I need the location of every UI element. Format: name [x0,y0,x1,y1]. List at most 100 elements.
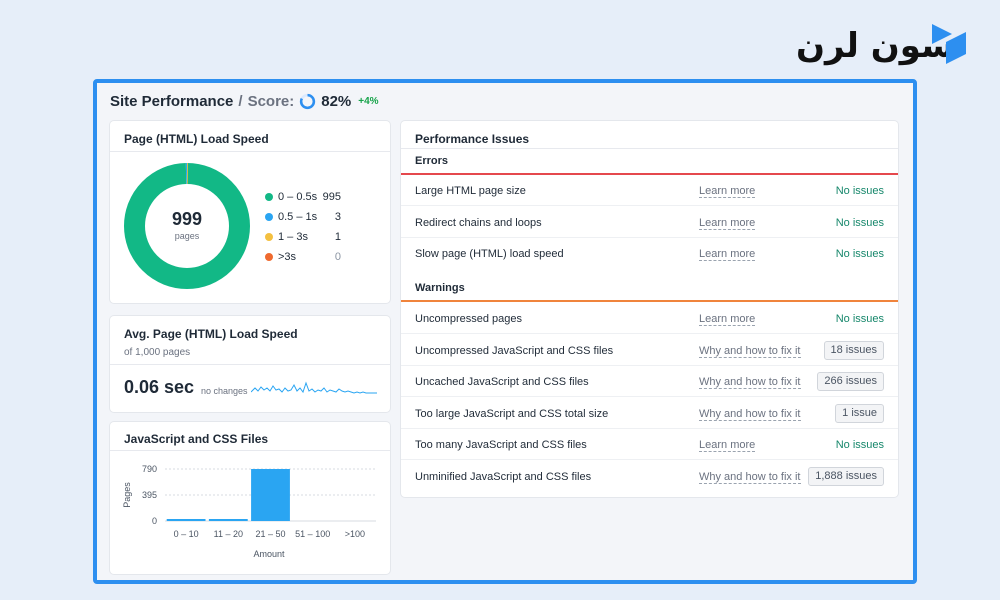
brand-logo: سون لرن [796,22,968,68]
x-tick-label: >100 [345,529,365,539]
learn-more-link[interactable]: Learn more [699,248,756,261]
how-to-fix-link[interactable]: Why and how to fix it [699,376,801,389]
performance-issues-card: Performance Issues Errors Large HTML pag… [401,121,898,497]
warnings-list: Uncompressed pages Learn more No issues Unc… [401,303,898,493]
total-pages-label: pages [174,231,200,241]
issues-count-badge[interactable]: 1 issue [835,403,884,423]
no-issues-status: No issues [835,313,884,325]
avg-load-speed-sparkline[interactable] [251,376,377,400]
donut-center: 999 pages [122,161,252,291]
how-to-fix-link[interactable]: Why and how to fix it [699,407,801,421]
issues-count-badge[interactable]: 266 issues [817,372,884,391]
load-speed-donut[interactable]: 999 pages [122,161,252,291]
legend-value: 0 [334,251,341,263]
legend-dot-icon [265,253,273,261]
legend-value: 1 [334,231,341,243]
issue-row: Uncompressed JavaScript and CSS files Why… [401,335,898,366]
y-tick-label: 395 [142,490,157,500]
score-value: 82% [321,93,352,110]
score-delta-badge: +4% [358,96,379,107]
legend-dot-icon [265,193,273,201]
title-separator: / [238,93,243,110]
donut-slice[interactable] [124,163,250,289]
legend-label: >3s [278,251,297,263]
issue-name: Uncompressed pages [415,313,523,325]
issue-row: Uncompressed pages Learn more No issues [401,303,898,334]
legend-item[interactable]: >3s 0 [265,247,341,267]
avg-load-speed-subtitle: of 1,000 pages [124,347,191,358]
y-axis-label: Pages [122,482,132,508]
issue-name: Uncached JavaScript and CSS files [415,376,589,388]
learn-more-link[interactable]: Learn more [699,185,756,198]
issue-name: Slow page (HTML) load speed [415,248,564,260]
legend-label: 0 – 0.5s [278,191,318,203]
no-issues-status: No issues [835,185,884,197]
issue-row: Redirect chains and loops Learn more No is… [401,207,898,238]
issues-count-badge[interactable]: 1,888 issues [808,466,884,486]
legend-item[interactable]: 0.5 – 1s 3 [265,207,341,227]
score-ring-icon [300,93,316,110]
page-title-text: Site Performance [110,93,234,110]
legend-value: 3 [334,211,341,223]
how-to-fix-link[interactable]: Why and how to fix it [699,470,801,484]
divider [110,364,390,365]
issue-name: Unminified JavaScript and CSS files [415,470,592,483]
legend-dot-icon [265,213,273,221]
bar[interactable] [251,469,290,521]
learn-more-link[interactable]: Learn more [699,216,756,230]
legend-label: 0.5 – 1s [278,211,318,223]
page-title: Site Performance / Score: 82% +4% [110,93,379,110]
total-pages-value: 999 [171,209,203,229]
issue-row: Uncached JavaScript and CSS files Why and… [401,366,898,397]
avg-load-speed-card: Avg. Page (HTML) Load Speed of 1,000 pag… [110,316,390,412]
warnings-divider [401,300,898,302]
learn-more-link[interactable]: Learn more [699,313,756,326]
divider [401,148,898,149]
legend-item[interactable]: 0 – 0.5s 995 [265,187,341,207]
load-speed-title: Page (HTML) Load Speed [124,132,269,146]
legend-value: 995 [322,191,341,203]
no-issues-status: No issues [835,248,884,260]
legend-label: 1 – 3s [278,231,308,243]
warnings-heading: Warnings [415,282,465,294]
avg-load-speed-value: 0.06 sec [124,377,195,397]
learn-more-link[interactable]: Learn more [699,439,756,452]
performance-issues-title: Performance Issues [415,132,530,146]
dashboard-frame: Site Performance / Score: 82% +4% Page (… [93,79,917,584]
x-axis-label: Amount [253,549,285,559]
issue-row: Too many JavaScript and CSS files Learn m… [401,429,898,460]
load-speed-card: Page (HTML) Load Speed 999 pages 0 – 0.5… [110,121,390,303]
score-label: Score: [247,93,295,110]
issue-row: Slow page (HTML) load speed Learn more No … [401,238,898,269]
how-to-fix-link[interactable]: Why and how to fix it [699,344,801,358]
js-css-files-title: JavaScript and CSS Files [124,432,269,446]
js-css-files-card: JavaScript and CSS Files 0 395 790 0 – 10 11… [110,422,390,574]
issues-count-badge[interactable]: 18 issues [823,340,884,360]
load-speed-legend: 0 – 0.5s 995 0.5 – 1s 3 1 – 3s 1 >3s 0 [265,187,341,267]
no-issues-status: No issues [835,216,884,229]
bar[interactable] [208,519,248,521]
legend-dot-icon [265,233,273,241]
errors-divider [401,173,898,175]
x-tick-label: 51 – 100 [295,529,330,539]
x-tick-label: 21 – 50 [255,529,285,539]
issue-name: Uncompressed JavaScript and CSS files [415,344,614,357]
js-css-files-chart: 0 395 790 0 – 10 11 – 20 21 – 50 51 – 100 >100 P… [122,464,376,559]
issue-row: Too large JavaScript and CSS total size W… [401,398,898,429]
divider [110,450,390,451]
legend-item[interactable]: 1 – 3s 1 [265,227,341,247]
no-issues-status: No issues [835,439,884,451]
bar[interactable] [166,519,206,521]
donut-chart [124,163,250,289]
divider [110,151,390,152]
avg-load-speed-change: no changes [201,386,248,396]
issue-row: Unminified JavaScript and CSS files Why a… [401,461,898,492]
avg-load-speed-title: Avg. Page (HTML) Load Speed [124,327,298,341]
brand-logo-text: سون لرن [796,26,956,66]
errors-heading: Errors [415,155,449,167]
issue-name: Too large JavaScript and CSS total size [415,407,609,420]
brand-mark-icon [932,24,966,64]
issue-name: Large HTML page size [415,185,526,197]
issue-name: Too many JavaScript and CSS files [415,439,587,451]
issue-row: Large HTML page size Learn more No issues [401,175,898,206]
